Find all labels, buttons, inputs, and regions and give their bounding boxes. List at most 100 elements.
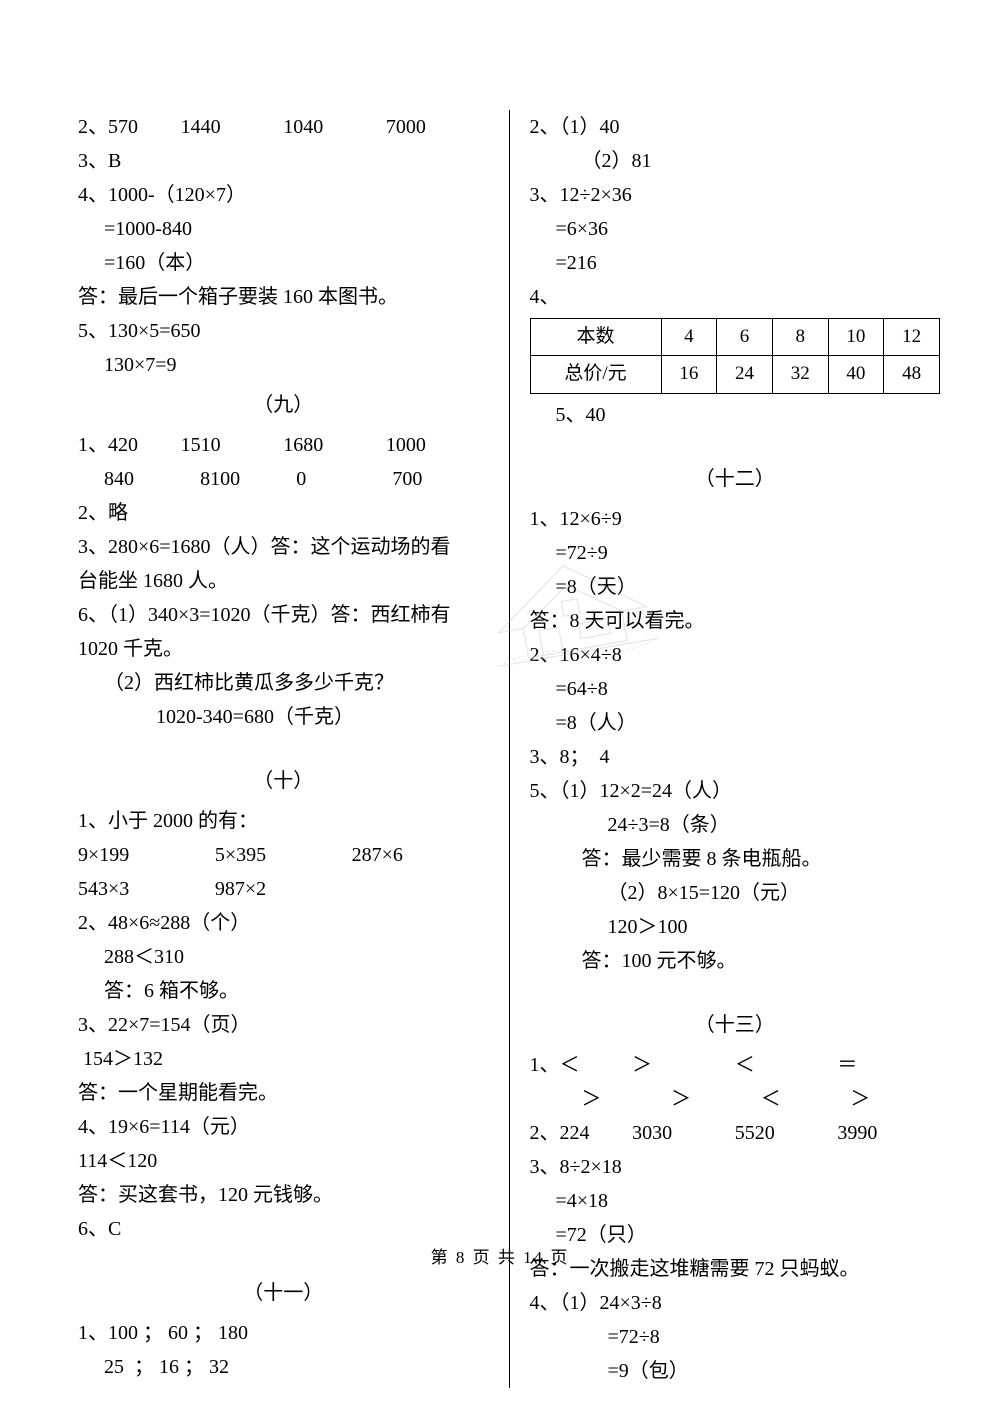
section-title-11: （十一）: [78, 1276, 489, 1310]
section-title-10: （十）: [78, 764, 489, 798]
cell: 9×199: [78, 838, 215, 872]
text-line: 2、（1）40: [530, 110, 941, 144]
text-line: =1000-840: [78, 212, 489, 246]
cell: ＞: [850, 1082, 940, 1116]
text-line: 答：买这套书，120 元钱够。: [78, 1178, 489, 1212]
text-line: 288＜310: [78, 940, 489, 974]
text-line: 154＞132: [78, 1042, 489, 1076]
text-line: 台能坐 1680 人。: [78, 564, 489, 598]
cell: ＞: [530, 1082, 672, 1116]
text-line: =64÷8: [530, 672, 941, 706]
table-cell: 24: [717, 356, 773, 393]
text-line: =8（人）: [530, 706, 941, 740]
cell: 1040: [283, 110, 386, 144]
table-cell: 10: [828, 319, 884, 356]
text-line: 2、16×4÷8: [530, 638, 941, 672]
table-cell: 本数: [530, 319, 661, 356]
text-line: 4、: [530, 280, 941, 314]
section-title-9: （九）: [78, 388, 489, 422]
cell: 3990: [837, 1116, 940, 1150]
cell: 5×395: [215, 838, 352, 872]
text-line: （2）8×15=120（元）: [530, 876, 941, 910]
text-line: （2）81: [530, 144, 941, 178]
text-line: =9（包）: [530, 1354, 941, 1388]
text-line: 2、48×6≈288（个）: [78, 906, 489, 940]
spacer: [78, 734, 489, 758]
cell: ＜: [761, 1082, 851, 1116]
cell: 840: [78, 462, 200, 496]
cell: 1510: [181, 428, 284, 462]
text-line: 4、1000-（120×7）: [78, 178, 489, 212]
left-column: 2、570 1440 1040 7000 3、B 4、1000-（120×7） …: [78, 110, 509, 1388]
cell: [352, 872, 489, 906]
text-line: 答：一个星期能看完。: [78, 1076, 489, 1110]
text-line: 答：最后一个箱子要装 160 本图书。: [78, 280, 489, 314]
section-title-12: （十二）: [530, 462, 941, 496]
table-row: 本数 4 6 8 10 12: [530, 319, 940, 356]
text-line: =8（天）: [530, 570, 941, 604]
cell: 1000: [386, 428, 489, 462]
table-row: 总价/元 16 24 32 40 48: [530, 356, 940, 393]
table-cell: 32: [772, 356, 828, 393]
text-line: 840 8100 0 700: [78, 462, 489, 496]
spacer: [530, 432, 941, 456]
table-cell: 总价/元: [530, 356, 661, 393]
cell: 0: [296, 462, 392, 496]
text-line: 3、22×7=154（页）: [78, 1008, 489, 1042]
text-line: 4、19×6=114（元）: [78, 1110, 489, 1144]
cell: 2、224: [530, 1116, 633, 1150]
text-line: =72÷8: [530, 1320, 941, 1354]
text-line: 543×3 987×2: [78, 872, 489, 906]
text-line: =4×18: [530, 1184, 941, 1218]
text-line: ＞ ＞ ＜ ＞: [530, 1082, 941, 1116]
text-line: 答：8 天可以看完。: [530, 604, 941, 638]
text-line: 3、12÷2×36: [530, 178, 941, 212]
text-line: 答：6 箱不够。: [78, 974, 489, 1008]
section-title-13: （十三）: [530, 1008, 941, 1042]
text-line: 3、280×6=1680（人）答：这个运动场的看: [78, 530, 489, 564]
text-line: 9×199 5×395 287×6: [78, 838, 489, 872]
text-line: 答：100 元不够。: [530, 944, 941, 978]
text-line: 5、（1）12×2=24（人）: [530, 774, 941, 808]
text-line: 4、（1）24×3÷8: [530, 1286, 941, 1320]
cell: 5520: [735, 1116, 838, 1150]
text-line: 6、（1）340×3=1020（千克）答：西红柿有: [78, 598, 489, 632]
cell: ＞: [632, 1048, 735, 1082]
text-line: 1、＜ ＞ ＜ ＝: [530, 1048, 941, 1082]
cell: ＞: [671, 1082, 761, 1116]
text-line: 答：最少需要 8 条电瓶船。: [530, 842, 941, 876]
text-line: 114＜120: [78, 1144, 489, 1178]
text-line: 1、420 1510 1680 1000: [78, 428, 489, 462]
text-line: =6×36: [530, 212, 941, 246]
text-line: 5、40: [530, 398, 941, 432]
text-line: 3、8； 4: [530, 740, 941, 774]
cell: 2、570: [78, 110, 181, 144]
text-line: （2）西红柿比黄瓜多多少千克？: [78, 666, 489, 700]
text-line: 3、8÷2×18: [530, 1150, 941, 1184]
text-line: =160（本）: [78, 246, 489, 280]
cell: 543×3: [78, 872, 215, 906]
text-line: =72÷9: [530, 536, 941, 570]
table-cell: 6: [717, 319, 773, 356]
text-line: 2、224 3030 5520 3990: [530, 1116, 941, 1150]
text-line: 2、570 1440 1040 7000: [78, 110, 489, 144]
cell: 3030: [632, 1116, 735, 1150]
cell: 1、＜: [530, 1048, 633, 1082]
cell: ＝: [837, 1048, 940, 1082]
text-line: 1、12×6÷9: [530, 502, 941, 536]
table-cell: 48: [884, 356, 940, 393]
text-line: 2、略: [78, 496, 489, 530]
cell: 1、420: [78, 428, 181, 462]
text-line: 5、130×5=650: [78, 314, 489, 348]
text-line: 25 ； 16 ； 32: [78, 1350, 489, 1384]
text-line: 120＞100: [530, 910, 941, 944]
table-cell: 8: [772, 319, 828, 356]
table-cell: 40: [828, 356, 884, 393]
table-cell: 16: [661, 356, 717, 393]
table-cell: 4: [661, 319, 717, 356]
cell: ＜: [735, 1048, 838, 1082]
cell: 7000: [386, 110, 489, 144]
text-line: 24÷3=8（条）: [530, 808, 941, 842]
cell: 1440: [181, 110, 284, 144]
page-content: 2、570 1440 1040 7000 3、B 4、1000-（120×7） …: [0, 0, 1000, 1388]
